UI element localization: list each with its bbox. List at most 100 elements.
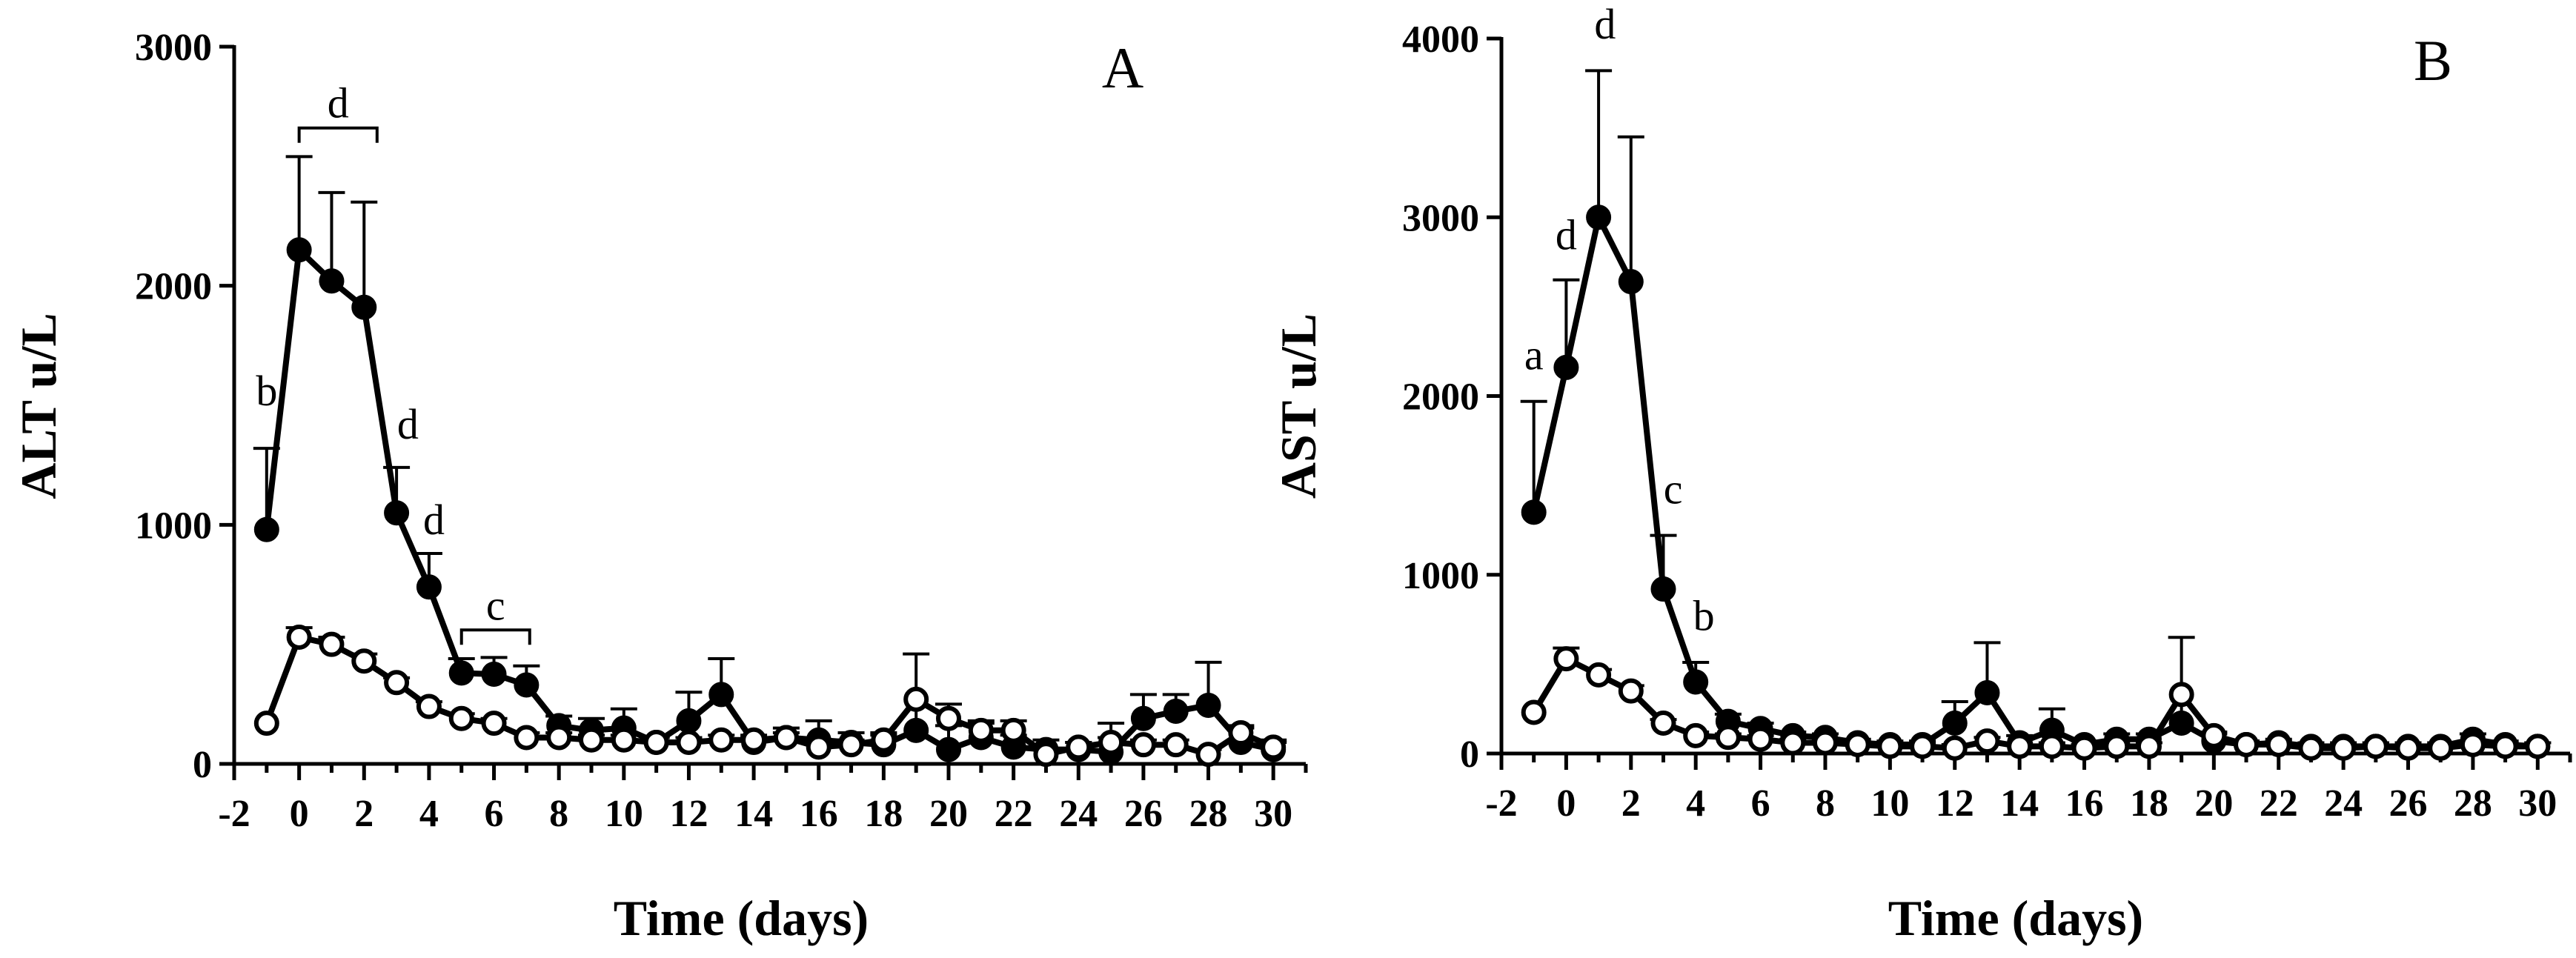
data-point-open <box>1747 726 1773 752</box>
x-tick-label: 0 <box>290 793 309 835</box>
x-tick-label: 24 <box>2324 782 2363 825</box>
x-tick-label: 12 <box>669 793 708 835</box>
data-point-filled <box>1586 204 1612 230</box>
data-point-filled <box>1618 269 1644 295</box>
data-point-filled <box>676 708 702 734</box>
data-point-open <box>416 693 442 719</box>
data-point-open <box>1910 734 1936 759</box>
x-tick-label: 16 <box>800 793 838 835</box>
data-point-filled <box>448 660 474 686</box>
data-point-filled <box>1974 679 2000 705</box>
data-point-open <box>1163 732 1189 758</box>
data-point-open <box>806 734 831 760</box>
data-point-filled <box>1683 669 1709 695</box>
x-tick-label: 28 <box>1189 793 1228 835</box>
significance-label: b <box>1693 592 1715 640</box>
panel-b: AST u/L Time (days) B -2 0 2 4 6 8 10 12 14 16 18 2… <box>1270 0 2572 946</box>
x-tick-label: -2 <box>1485 782 1517 825</box>
x-tick-label: 4 <box>1686 782 1705 825</box>
x-tick-label: 14 <box>734 793 773 835</box>
data-point-filled <box>319 268 345 294</box>
data-point-filled <box>416 574 442 600</box>
data-point-open <box>1000 717 1026 743</box>
significance-label: d <box>1594 0 1616 48</box>
data-point-filled <box>286 237 312 263</box>
data-point-open <box>579 727 604 753</box>
data-point-open <box>2007 734 2033 759</box>
bracket-label: d <box>328 79 349 127</box>
data-point-open <box>2460 731 2486 757</box>
data-point-open <box>1942 735 1968 761</box>
data-point-filled <box>1942 710 1968 736</box>
data-point-open <box>1618 678 1644 704</box>
x-tick-label: 20 <box>929 793 968 835</box>
data-point-open <box>351 648 377 674</box>
data-point-open <box>936 705 961 731</box>
data-point-open <box>2104 734 2130 759</box>
y-tick-label: 0 <box>193 744 212 786</box>
data-point-open <box>514 725 540 751</box>
x-tick-label: 10 <box>1870 782 1909 825</box>
series-line-filled <box>263 247 1275 755</box>
y-tick-label: 1000 <box>135 505 212 547</box>
data-point-open <box>319 631 345 657</box>
data-point-filled <box>936 736 961 762</box>
data-point-open <box>2168 682 2194 708</box>
x-tick-label: 22 <box>2260 782 2298 825</box>
data-point-open <box>1521 699 1547 725</box>
data-point-open <box>773 725 799 751</box>
x-tick-label: 2 <box>1621 782 1641 825</box>
data-point-filled <box>384 500 410 526</box>
x-tick-label: 6 <box>485 793 504 835</box>
x-tick-label: 18 <box>864 793 903 835</box>
data-point-open <box>1066 734 1092 760</box>
data-point-filled <box>1650 576 1676 602</box>
y-tick-label: 0 <box>1460 734 1479 776</box>
data-point-open <box>2525 734 2551 759</box>
data-point-filled <box>1521 499 1547 525</box>
data-point-open <box>2492 734 2518 759</box>
data-point-open <box>2298 735 2324 761</box>
x-tick-label: 8 <box>1816 782 1835 825</box>
data-point-filled <box>1130 705 1156 731</box>
y-axis-title-a: ALT u/L <box>10 313 67 499</box>
data-point-open <box>1195 742 1221 768</box>
data-point-open <box>1812 730 1838 756</box>
data-point-open <box>384 670 410 696</box>
data-point-open <box>1715 725 1741 751</box>
data-point-open <box>1033 742 1059 768</box>
data-point-open <box>611 727 637 753</box>
x-tick-label: 10 <box>605 793 643 835</box>
data-point-open <box>2428 735 2454 761</box>
bracket-label: c <box>486 581 505 629</box>
data-point-open <box>2201 722 2227 748</box>
data-point-open <box>2136 734 2162 759</box>
x-tick-label: 4 <box>419 793 439 835</box>
data-point-open <box>546 725 572 751</box>
y-tick-label: 3000 <box>1402 197 1479 239</box>
data-point-open <box>1586 662 1612 688</box>
series-line-filled <box>1530 214 2538 750</box>
x-tick-label: 2 <box>354 793 374 835</box>
data-point-open <box>253 711 279 736</box>
x-tick-label: 20 <box>2194 782 2233 825</box>
data-point-open <box>2331 735 2357 761</box>
data-point-open <box>481 711 507 736</box>
x-tick-label: 18 <box>2130 782 2168 825</box>
data-point-filled <box>1195 692 1221 718</box>
x-tick-label: 30 <box>1254 793 1292 835</box>
data-point-filled <box>708 682 734 708</box>
significance-label: b <box>256 367 277 415</box>
data-point-filled <box>481 662 507 687</box>
data-point-open <box>871 727 897 753</box>
x-tick-label: 22 <box>995 793 1033 835</box>
significance-label: c <box>1664 465 1683 513</box>
data-point-filled <box>1163 699 1189 725</box>
x-axis-title-a: Time (days) <box>614 890 869 946</box>
data-point-open <box>968 717 994 743</box>
y-tick-label: 4000 <box>1402 19 1479 61</box>
data-point-open <box>708 727 734 753</box>
x-tick-label: 6 <box>1751 782 1770 825</box>
data-point-open <box>903 686 929 712</box>
